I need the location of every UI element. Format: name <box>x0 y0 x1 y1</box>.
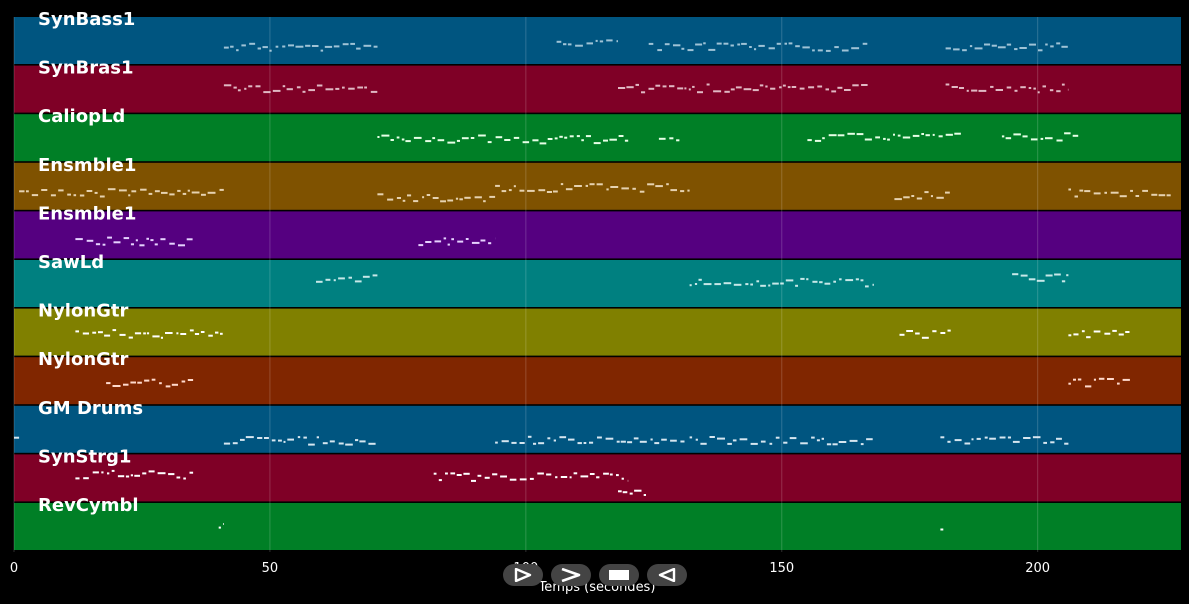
track-name: NylonGtr <box>38 301 129 322</box>
note-cluster <box>940 436 1069 445</box>
note-cluster <box>75 329 223 339</box>
stop-icon <box>609 570 629 580</box>
note-cluster <box>218 523 224 529</box>
chevron-right-icon <box>561 568 581 582</box>
note-cluster <box>495 435 685 445</box>
note-cluster <box>377 134 629 145</box>
x-tick-label: 50 <box>262 561 279 576</box>
play-from-start-button[interactable] <box>503 564 543 586</box>
note-cluster <box>1068 188 1171 198</box>
track-lane[interactable] <box>14 65 1181 113</box>
track-name: SynStrg1 <box>38 446 131 467</box>
note-cluster <box>377 193 496 203</box>
track-name: Ensmble1 <box>38 155 136 176</box>
track-lane[interactable] <box>14 17 1181 64</box>
track-name: CaliopLd <box>38 106 125 127</box>
note-cluster <box>689 436 873 446</box>
track-background <box>14 405 1181 453</box>
note-cluster <box>945 42 1068 52</box>
play-outline-icon <box>514 568 532 582</box>
note-cluster <box>75 469 194 480</box>
track-name: GM Drums <box>38 398 143 419</box>
track-background <box>14 260 1181 307</box>
track-name: SynBass1 <box>38 9 135 30</box>
track-background <box>14 162 1181 210</box>
track-background <box>14 503 1181 550</box>
track-lane[interactable] <box>14 260 1181 307</box>
note-cluster <box>19 188 224 198</box>
track-lane[interactable] <box>14 308 1181 356</box>
track-name: SawLd <box>38 252 104 273</box>
note-cluster <box>1068 329 1130 339</box>
note-cluster <box>75 236 193 247</box>
track-name: NylonGtr <box>38 349 129 370</box>
track-lane[interactable] <box>14 162 1181 210</box>
track-lane[interactable] <box>14 454 1181 502</box>
track-background <box>14 65 1181 113</box>
track-name: Ensmble1 <box>38 203 136 224</box>
x-tick-label: 200 <box>1025 561 1050 576</box>
track-background <box>14 357 1181 405</box>
note-cluster <box>899 329 951 339</box>
note-cluster <box>1068 377 1130 388</box>
note-cluster <box>556 39 618 47</box>
stop-button[interactable] <box>599 564 639 586</box>
note-cluster <box>223 436 376 446</box>
note-cluster <box>316 274 378 283</box>
track-lane[interactable] <box>14 405 1181 453</box>
note-cluster <box>418 237 496 247</box>
note-cluster <box>807 132 961 142</box>
note-cluster <box>658 137 680 142</box>
note-cluster <box>689 277 874 288</box>
triangle-left-icon <box>658 568 676 582</box>
note-cluster <box>106 378 194 388</box>
note-cluster <box>1012 273 1069 283</box>
track-lane[interactable] <box>14 503 1181 550</box>
track-name: SynBras1 <box>38 58 134 79</box>
note-cluster <box>1001 132 1079 142</box>
track-lane[interactable] <box>14 357 1181 405</box>
note-cluster <box>940 528 944 531</box>
track-background <box>14 211 1181 259</box>
note-cluster <box>14 436 20 439</box>
x-tick-label: 0 <box>10 561 18 576</box>
note-cluster <box>223 84 378 94</box>
note-cluster <box>495 183 690 193</box>
track-background <box>14 114 1181 162</box>
note-cluster <box>945 83 1069 94</box>
note-cluster <box>223 42 378 52</box>
note-cluster <box>894 191 950 201</box>
note-cluster <box>618 83 868 94</box>
note-cluster <box>648 42 868 52</box>
note-cluster <box>618 489 646 496</box>
track-lane[interactable] <box>14 211 1181 259</box>
track-name: RevCymbl <box>38 495 139 516</box>
track-lane[interactable] <box>14 114 1181 162</box>
note-cluster <box>433 472 629 482</box>
play-button[interactable] <box>551 564 591 586</box>
x-tick-label: 150 <box>769 561 794 576</box>
rewind-button[interactable] <box>647 564 687 586</box>
track-background <box>14 308 1181 356</box>
